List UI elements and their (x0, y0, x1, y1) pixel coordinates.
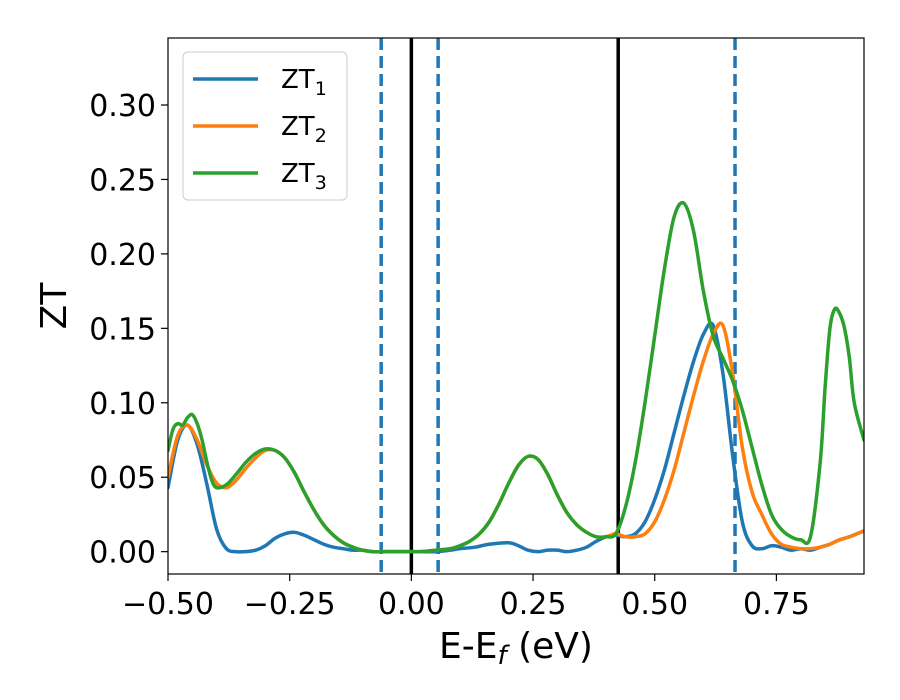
series-lines (168, 200, 864, 554)
y-tick-label: 0.00 (89, 536, 156, 571)
y-tick-label: 0.15 (89, 312, 156, 347)
series-line-zt3 (168, 200, 864, 554)
series-line-zt1 (168, 321, 864, 554)
legend-box (182, 51, 348, 201)
x-axis-label-main: E-E (439, 626, 497, 667)
legend-label-zt1: ZT1 (281, 65, 327, 100)
x-tick-label: 0.50 (621, 587, 688, 622)
y-axis-label: ZT (34, 282, 75, 330)
x-tick-label: 0.00 (378, 587, 445, 622)
x-axis-label: E-Ef (eV) (439, 626, 593, 671)
plot-frame (167, 37, 865, 575)
x-tick-label: −0.50 (122, 587, 214, 622)
legend-label-zt3: ZT3 (281, 159, 327, 194)
y-axis-ticks: 0.00 0.05 0.10 0.15 0.20 0.25 0.30 (89, 89, 168, 571)
x-tick-label: −0.25 (244, 587, 336, 622)
y-tick-label: 0.30 (89, 89, 156, 124)
y-tick-label: 0.25 (89, 163, 156, 198)
x-tick-label: 0.25 (500, 587, 567, 622)
y-tick-label: 0.10 (89, 387, 156, 422)
y-tick-label: 0.20 (89, 238, 156, 273)
reference-lines (379, 38, 737, 574)
x-tick-label: 0.75 (743, 587, 810, 622)
x-axis-label-unit: (eV) (507, 626, 593, 667)
x-axis-ticks: −0.50 −0.25 0.00 0.25 0.50 0.75 (122, 574, 810, 622)
legend: ZT1 ZT2 ZT3 (182, 51, 348, 201)
y-tick-label: 0.05 (89, 461, 156, 496)
legend-label-zt2: ZT2 (281, 112, 327, 147)
